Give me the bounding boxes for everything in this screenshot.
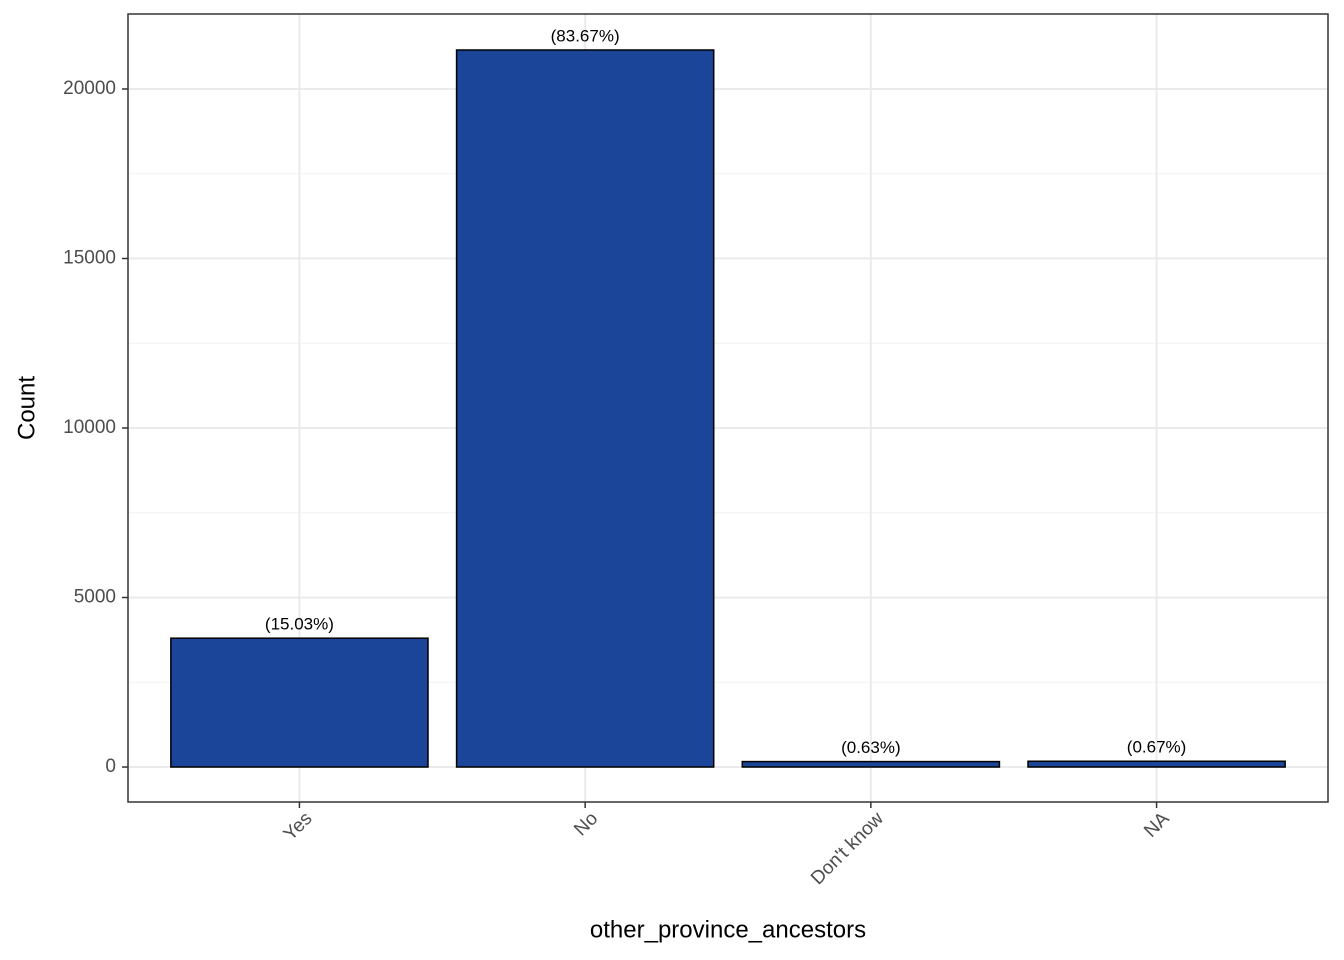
y-tick-label: 15000 bbox=[63, 248, 116, 269]
y-axis-title: Count bbox=[13, 376, 40, 440]
bar-label: (15.03%) bbox=[265, 615, 334, 634]
y-tick-label: 0 bbox=[105, 756, 116, 777]
y-tick-label: 10000 bbox=[63, 417, 116, 438]
bar-label: (0.67%) bbox=[1127, 738, 1187, 757]
bar-label: (0.63%) bbox=[841, 738, 901, 757]
bar bbox=[170, 637, 429, 768]
y-tick-label: 20000 bbox=[63, 78, 116, 99]
bar bbox=[455, 49, 715, 768]
bar-label: (83.67%) bbox=[551, 26, 620, 45]
bar bbox=[1027, 760, 1286, 768]
bar bbox=[741, 760, 1001, 768]
y-tick-label: 5000 bbox=[74, 587, 116, 608]
x-axis-title: other_province_ancestors bbox=[590, 916, 866, 943]
panel-border bbox=[127, 13, 1329, 803]
